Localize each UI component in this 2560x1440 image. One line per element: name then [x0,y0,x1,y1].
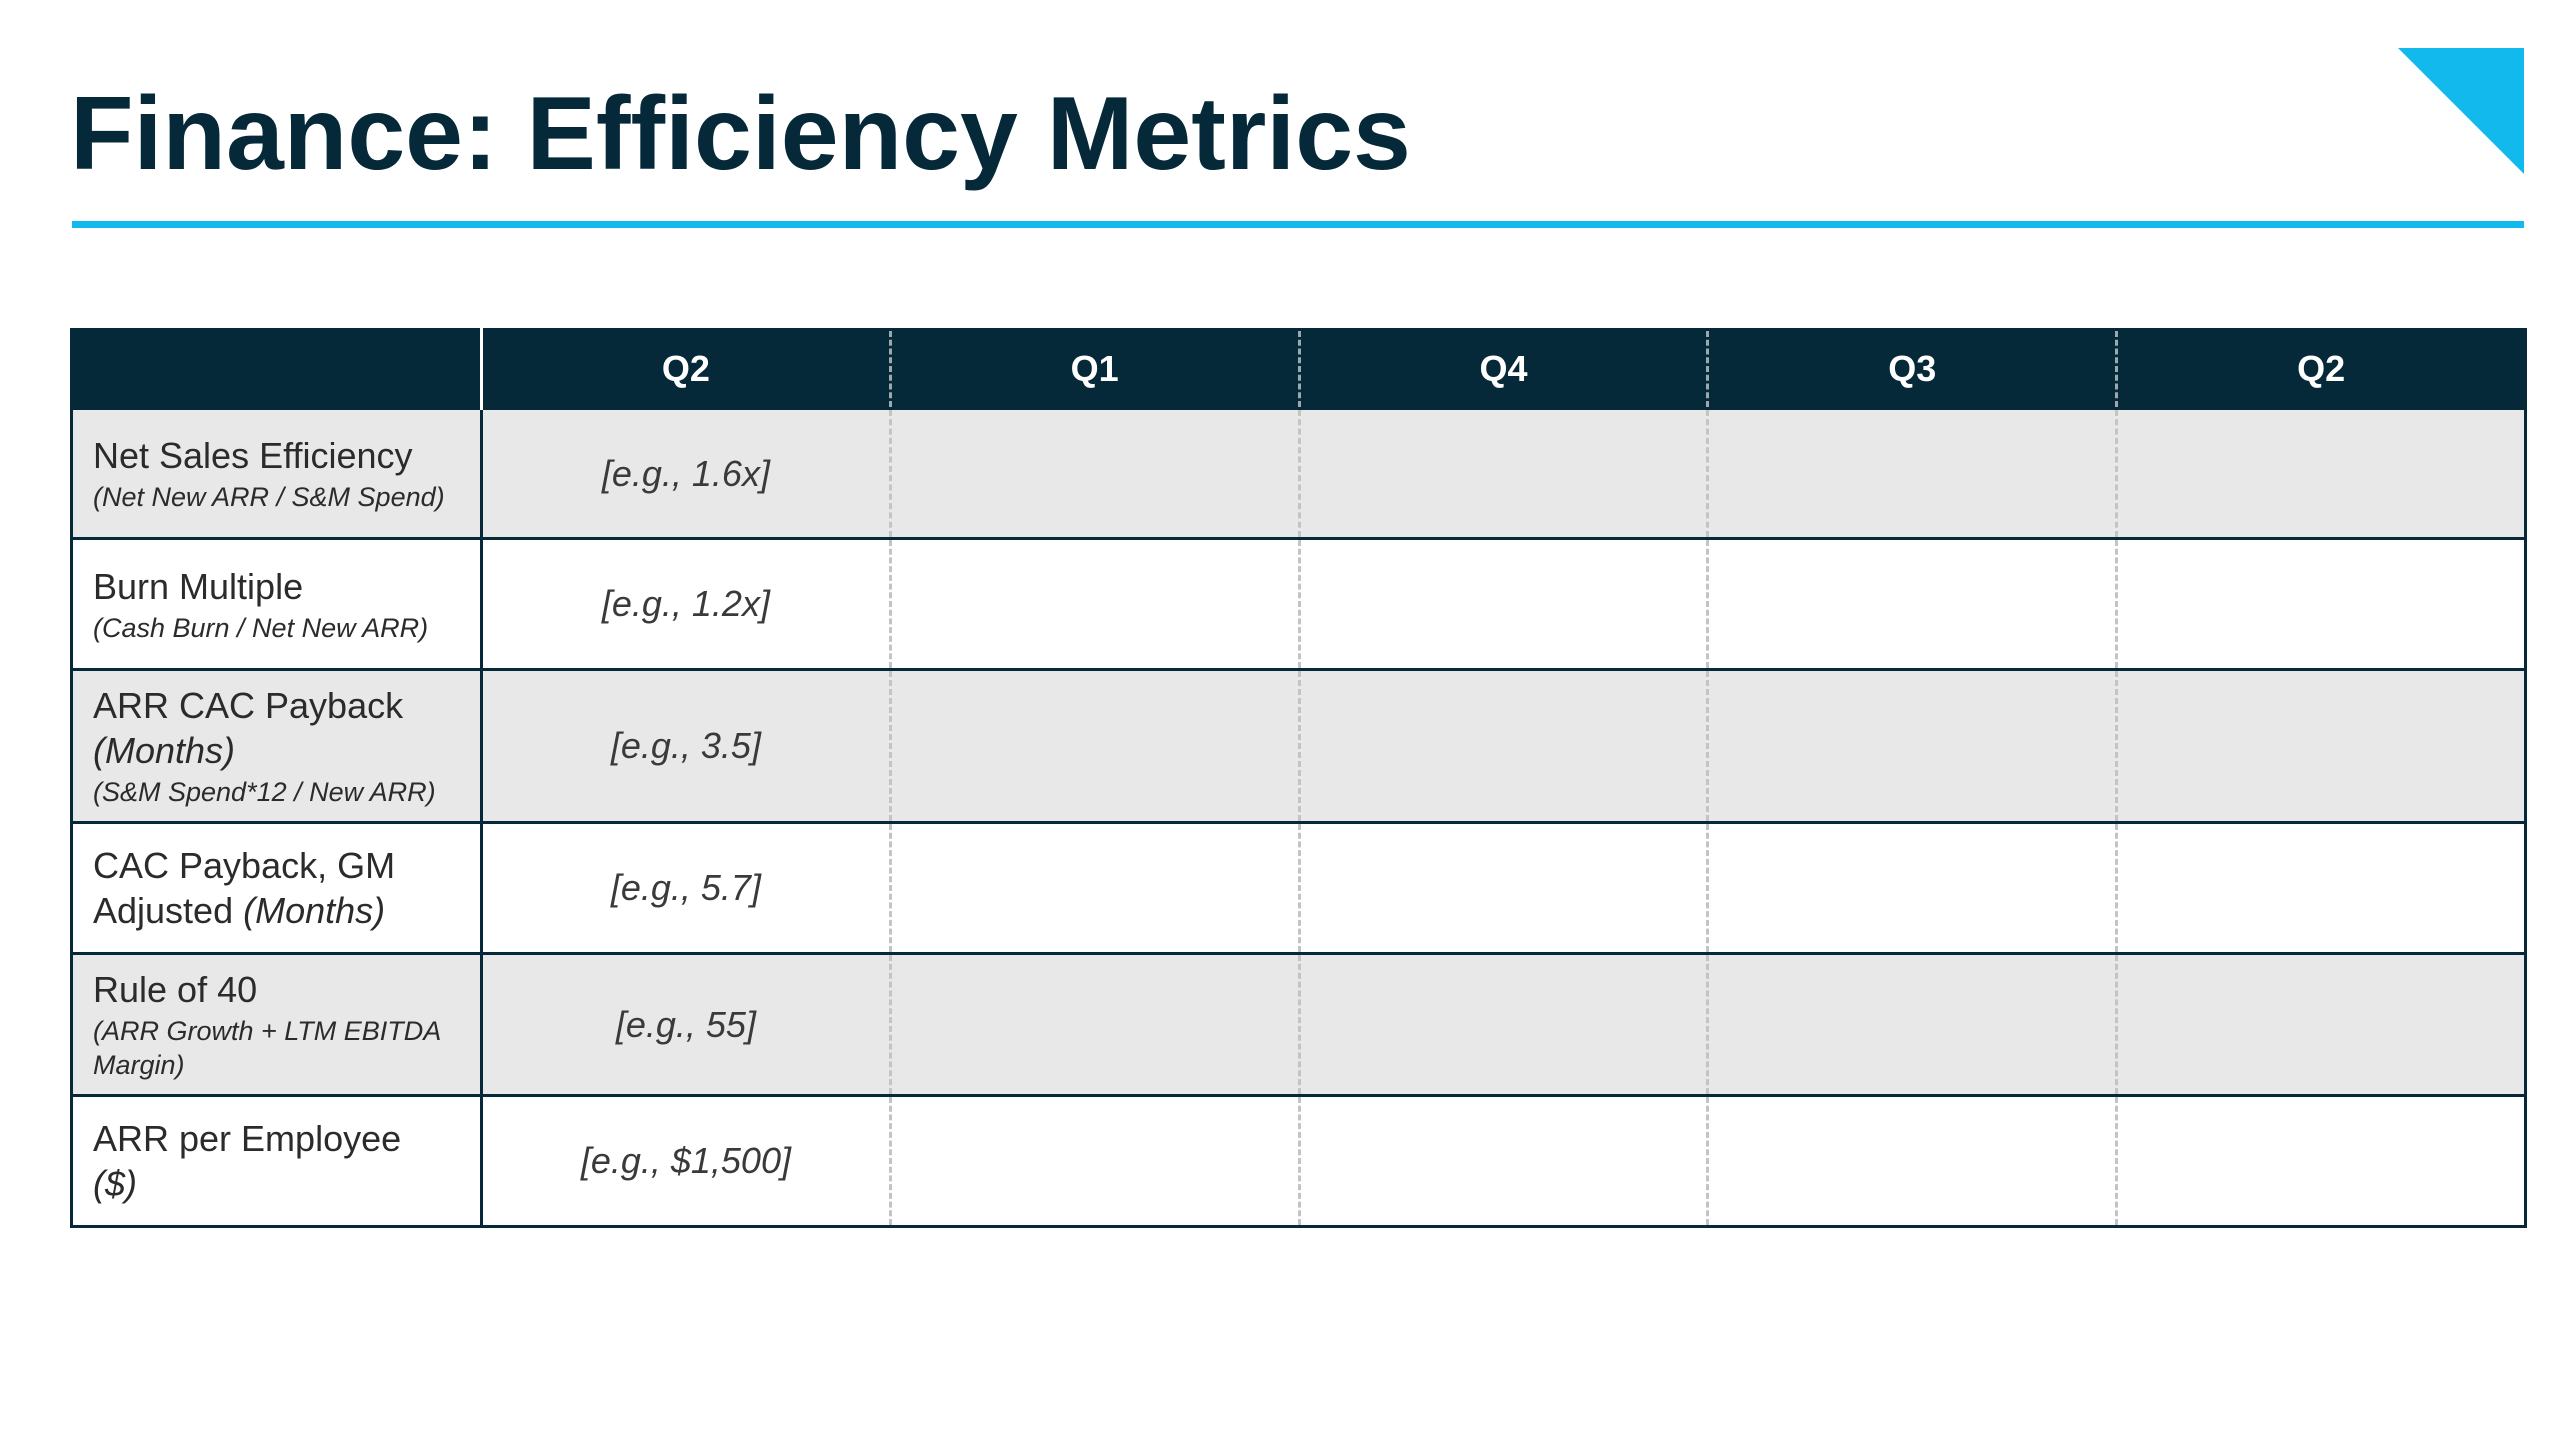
data-cell[interactable] [1706,953,2117,1096]
metric-name: Burn Multiple [93,565,304,607]
metric-name: ARR CAC Payback (Months) [93,683,460,773]
data-cell[interactable] [1706,538,2117,670]
metric-name: Rule of 40 [93,969,258,1010]
metric-formula: (Net New ARR / S&M Spend) [93,482,445,512]
metric-formula: (S&M Spend*12 / New ARR) [93,777,436,807]
column-header: Q1 [888,329,1300,409]
table-row: Burn Multiple (Cash Burn / Net New ARR) … [71,538,2526,670]
metric-unit: (Months) [93,730,236,771]
data-cell[interactable] [1297,822,1708,954]
metric-unit: ($) [93,1163,137,1204]
metric-unit: (Months) [243,890,386,931]
metric-name-text: ARR per Employee [93,1118,402,1159]
metric-label-cell: Burn Multiple (Cash Burn / Net New ARR) [71,538,483,670]
data-cell[interactable] [1297,953,1708,1096]
metric-formula: (ARR Growth + LTM EBITDA Margin) [93,1016,441,1080]
data-cell[interactable] [888,408,1300,539]
data-cell[interactable] [1706,408,2117,539]
data-cell[interactable] [888,953,1300,1096]
example-value[interactable]: [e.g., $1,500] [481,1095,891,1227]
data-cell[interactable] [888,1095,1300,1227]
metric-label-cell: Net Sales Efficiency (Net New ARR / S&M … [71,408,483,539]
data-cell[interactable] [2115,669,2526,823]
table-row: CAC Payback, GM Adjusted (Months) [e.g.,… [71,822,2526,954]
metric-formula: (Cash Burn / Net New ARR) [93,612,429,643]
metric-label-cell: CAC Payback, GM Adjusted (Months) [71,822,483,954]
data-cell[interactable] [2115,953,2526,1096]
example-value[interactable]: [e.g., 1.2x] [481,538,891,670]
title-underline [72,221,2524,228]
column-header: Q3 [1706,329,2117,409]
data-cell[interactable] [2115,822,2526,954]
header-corner-cell [71,329,483,409]
slide-title: Finance: Efficiency Metrics [70,76,1411,192]
metric-label-cell: Rule of 40 (ARR Growth + LTM EBITDA Marg… [71,953,483,1096]
metric-name: ARR per Employee ($) [93,1116,460,1206]
table-row: Rule of 40 (ARR Growth + LTM EBITDA Marg… [71,953,2526,1096]
example-value[interactable]: [e.g., 5.7] [481,822,891,954]
metric-name-text: ARR CAC Payback [93,685,404,726]
data-cell[interactable] [1297,1095,1708,1227]
data-cell[interactable] [888,669,1300,823]
column-header: Q2 [481,329,891,409]
efficiency-metrics-table: Q2 Q1 Q4 Q3 Q2 Net Sales Efficiency (Net… [70,328,2527,1228]
table-row: ARR per Employee ($) [e.g., $1,500] [71,1095,2526,1227]
data-cell[interactable] [2115,1095,2526,1227]
example-value[interactable]: [e.g., 3.5] [481,669,891,823]
metric-name: CAC Payback, GM Adjusted (Months) [93,843,460,933]
data-cell[interactable] [1706,822,2117,954]
data-cell[interactable] [2115,408,2526,539]
data-cell[interactable] [1297,669,1708,823]
metric-label-cell: ARR per Employee ($) [71,1095,483,1227]
data-cell[interactable] [1706,1095,2117,1227]
data-cell[interactable] [888,538,1300,670]
data-cell[interactable] [1297,408,1708,539]
example-value[interactable]: [e.g., 55] [481,953,891,1096]
data-cell[interactable] [1297,538,1708,670]
table-row: Net Sales Efficiency (Net New ARR / S&M … [71,408,2526,539]
data-cell[interactable] [2115,538,2526,670]
data-cell[interactable] [888,822,1300,954]
metric-label-cell: ARR CAC Payback (Months) (S&M Spend*12 / … [71,669,483,823]
column-header: Q4 [1297,329,1708,409]
example-value[interactable]: [e.g., 1.6x] [481,408,891,539]
table-header-row: Q2 Q1 Q4 Q3 Q2 [71,329,2526,409]
data-cell[interactable] [1706,669,2117,823]
column-header: Q2 [2115,329,2526,409]
table-row: ARR CAC Payback (Months) (S&M Spend*12 / … [71,669,2526,823]
corner-triangle-decoration [2398,48,2524,174]
metric-name: Net Sales Efficiency [93,435,413,476]
metric-name-text: CAC Payback, GM Adjusted [93,845,396,931]
